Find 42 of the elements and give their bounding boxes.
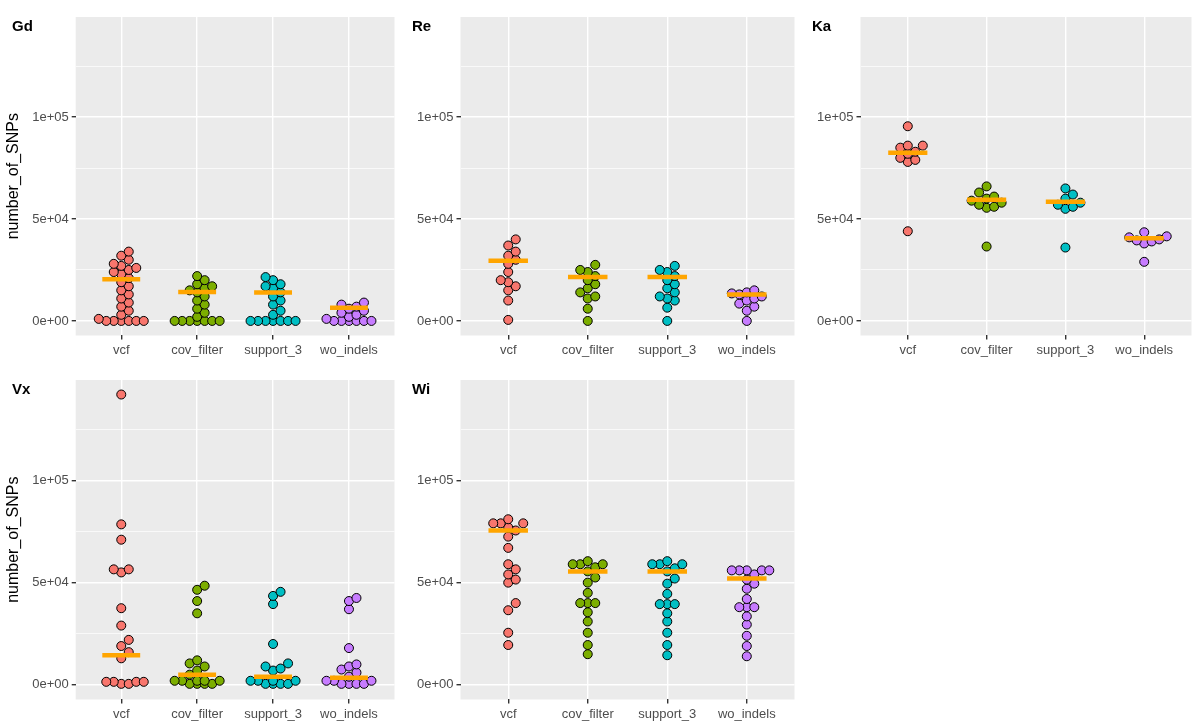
x-tick-label: cov_filter [171,341,224,357]
y-tick-label: 5e+04 [417,210,454,226]
x-tick-label: support_3 [638,341,697,357]
chart-title: Vx [12,379,31,397]
x-tick-label: wo_indels [716,705,777,721]
x-tick-label: vcf [112,705,130,721]
x-tick-label: support_3 [1036,341,1095,357]
y-tick-label: 5e+04 [817,210,854,226]
x-tick-label: wo_indels [319,341,379,357]
chart-title: Gd [12,16,33,34]
x-tick-label: cov_filter [960,341,1014,357]
x-tick-label: wo_indels [716,341,777,357]
y-tick-label: 1e+05 [417,108,454,124]
x-tick-label: support_3 [638,705,697,721]
y-tick-label: 5e+04 [417,574,454,590]
chart-title: Re [412,16,432,34]
chart-title: Ka [812,16,832,34]
x-tick-label: vcf [899,341,917,357]
x-tick-label: wo_indels [319,705,379,721]
y-tick-label: 0e+00 [417,312,454,328]
y-tick-label: 0e+00 [32,676,69,692]
x-tick-label: cov_filter [171,705,224,721]
y-axis-title: number_of_SNPs [4,113,23,240]
y-tick-label: 0e+00 [417,676,454,692]
y-tick-label: 1e+05 [817,108,854,124]
y-tick-label: 5e+04 [32,210,69,226]
y-axis-title: number_of_SNPs [4,476,23,603]
x-tick-label: vcf [499,705,517,721]
x-tick-label: vcf [499,341,517,357]
y-tick-label: 0e+00 [32,312,69,328]
y-tick-label: 1e+05 [32,471,69,487]
y-tick-label: 1e+05 [417,471,454,487]
x-tick-label: support_3 [244,705,302,721]
x-tick-label: cov_filter [561,341,615,357]
x-tick-label: wo_indels [1114,341,1174,357]
x-tick-label: cov_filter [561,705,615,721]
x-tick-label: vcf [112,341,130,357]
y-tick-label: 5e+04 [32,574,69,590]
y-tick-label: 1e+05 [32,108,69,124]
y-tick-label: 0e+00 [817,312,854,328]
chart-title: Wi [412,379,431,397]
x-tick-label: support_3 [244,341,302,357]
